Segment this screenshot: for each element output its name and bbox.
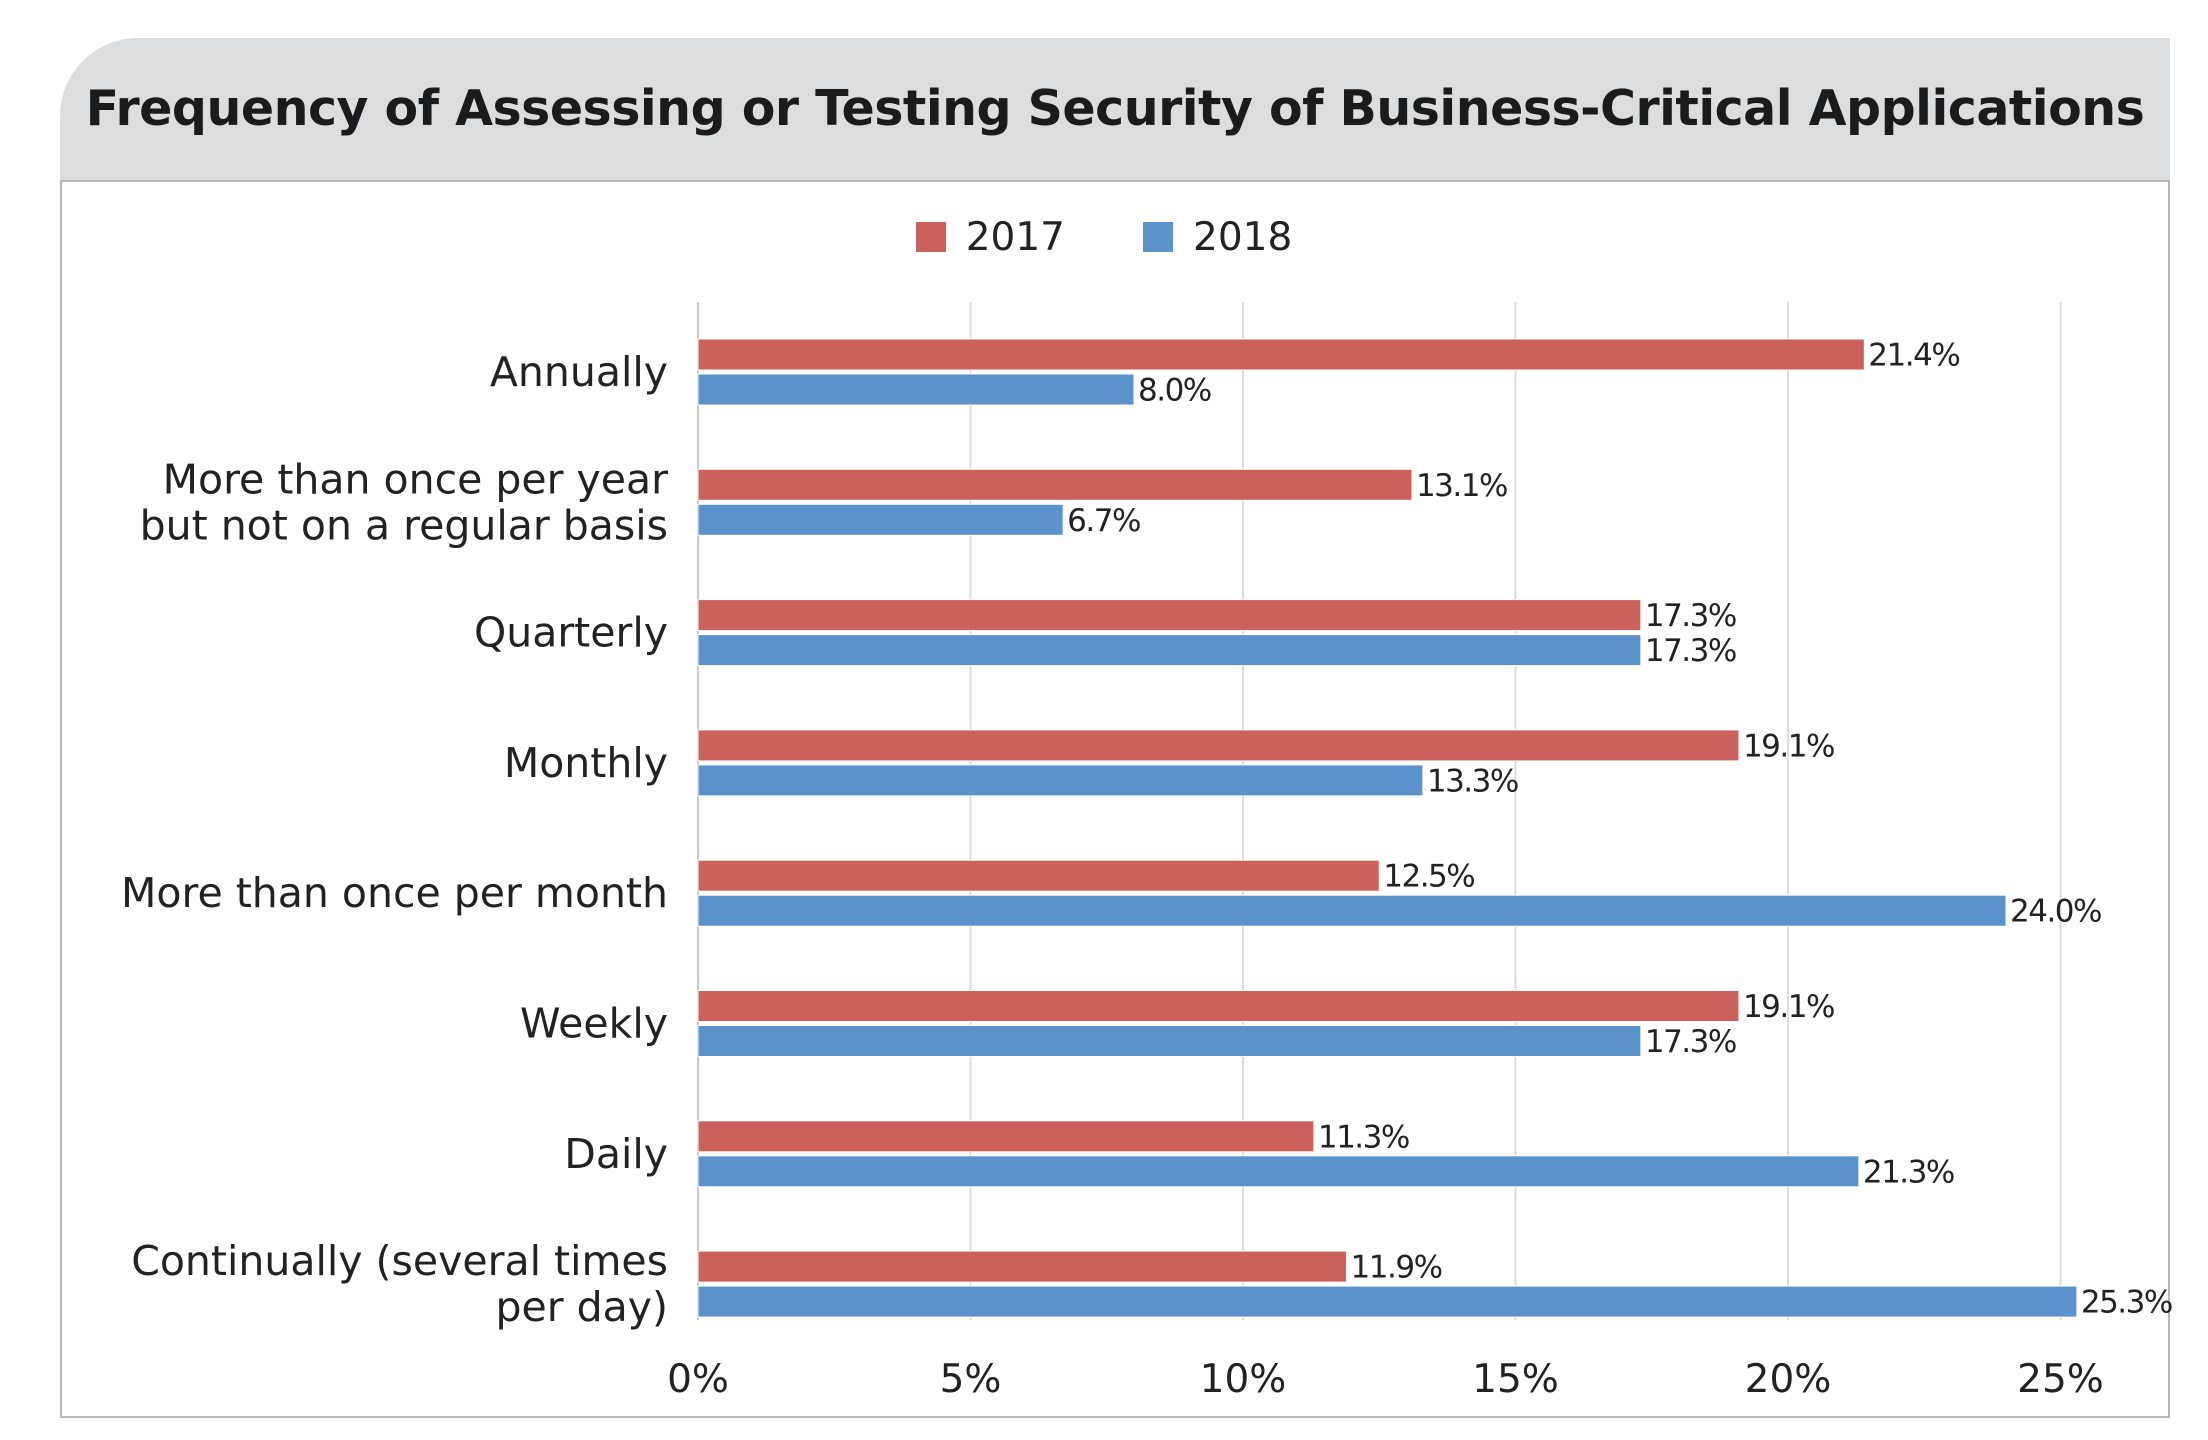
- category-label-1-1: but not on a regular basis: [140, 501, 668, 549]
- bar-2017-1: [697, 468, 1413, 501]
- category-label-0-0: Annually: [490, 348, 668, 396]
- category-label-1-0: More than once per year: [163, 455, 668, 503]
- legend-item-2017: 2017: [915, 212, 1065, 262]
- bar-2018-0: [697, 373, 1135, 406]
- category-label-2-0: Quarterly: [474, 609, 668, 657]
- category-label-4-0: More than once per month: [121, 869, 668, 917]
- value-label-2018-0: 8.0%: [1138, 373, 1211, 409]
- bar-2018-5: [697, 1025, 1642, 1057]
- category-label-3-0: Monthly: [504, 739, 668, 787]
- x-tick-label-20: 20%: [1745, 1357, 1832, 1402]
- legend-swatch-2017: [915, 222, 946, 252]
- value-label-2018-5: 17.3%: [1645, 1024, 1736, 1060]
- value-label-2018-6: 21.3%: [1863, 1154, 1954, 1190]
- value-label-2017-7: 11.9%: [1351, 1250, 1442, 1286]
- legend-item-2018: 2018: [1143, 212, 1292, 262]
- category-label-5-0: Weekly: [520, 1000, 668, 1048]
- value-label-2017-5: 19.1%: [1743, 989, 1834, 1025]
- bar-2017-5: [697, 990, 1740, 1022]
- legend-swatch-2018: [1143, 222, 1173, 252]
- value-label-2017-0: 21.4%: [1868, 338, 1959, 374]
- bar-2018-7: [697, 1285, 2078, 1318]
- x-tick-label-5: 5%: [940, 1357, 1002, 1402]
- value-label-2017-2: 17.3%: [1645, 598, 1736, 634]
- bar-2017-4: [697, 859, 1380, 892]
- x-tick-label-25: 25%: [2017, 1357, 2104, 1402]
- value-label-2018-4: 24.0%: [2010, 894, 2101, 930]
- value-label-2018-1: 6.7%: [1067, 503, 1140, 539]
- value-label-2017-3: 19.1%: [1743, 728, 1834, 764]
- value-label-2017-4: 12.5%: [1383, 859, 1474, 895]
- value-label-2018-3: 13.3%: [1427, 763, 1518, 799]
- category-label-7-0: Continually (several times: [131, 1237, 668, 1285]
- bar-2017-2: [697, 599, 1642, 632]
- chart-frame: Frequency of Assessing or Testing Securi…: [60, 38, 2170, 1418]
- value-label-2017-6: 11.3%: [1318, 1119, 1409, 1155]
- title-banner: [60, 38, 2170, 180]
- bar-2018-2: [697, 634, 1642, 667]
- bar-2018-4: [697, 894, 2007, 927]
- value-label-2018-2: 17.3%: [1645, 633, 1736, 669]
- value-label-2018-7: 25.3%: [2081, 1285, 2172, 1321]
- bar-2017-7: [697, 1250, 1348, 1283]
- bar-2017-3: [697, 729, 1740, 762]
- x-tick-label-0: 0%: [667, 1357, 729, 1402]
- bar-2018-6: [697, 1155, 1860, 1188]
- bar-2018-1: [697, 503, 1064, 536]
- legend: 2017 2018: [0, 212, 2208, 262]
- category-label-6-0: Daily: [564, 1130, 668, 1178]
- category-label-7-1: per day): [495, 1283, 668, 1331]
- legend-label-2017: 2017: [965, 214, 1065, 260]
- value-label-2017-1: 13.1%: [1416, 468, 1507, 504]
- chart-title: Frequency of Assessing or Testing Securi…: [85, 80, 2145, 137]
- legend-label-2018: 2018: [1193, 214, 1293, 260]
- bar-2017-0: [697, 338, 1865, 371]
- bar-2017-6: [697, 1120, 1315, 1153]
- bar-2018-3: [697, 764, 1424, 797]
- x-tick-label-10: 10%: [1200, 1357, 1287, 1402]
- x-tick-label-15: 15%: [1472, 1357, 1559, 1402]
